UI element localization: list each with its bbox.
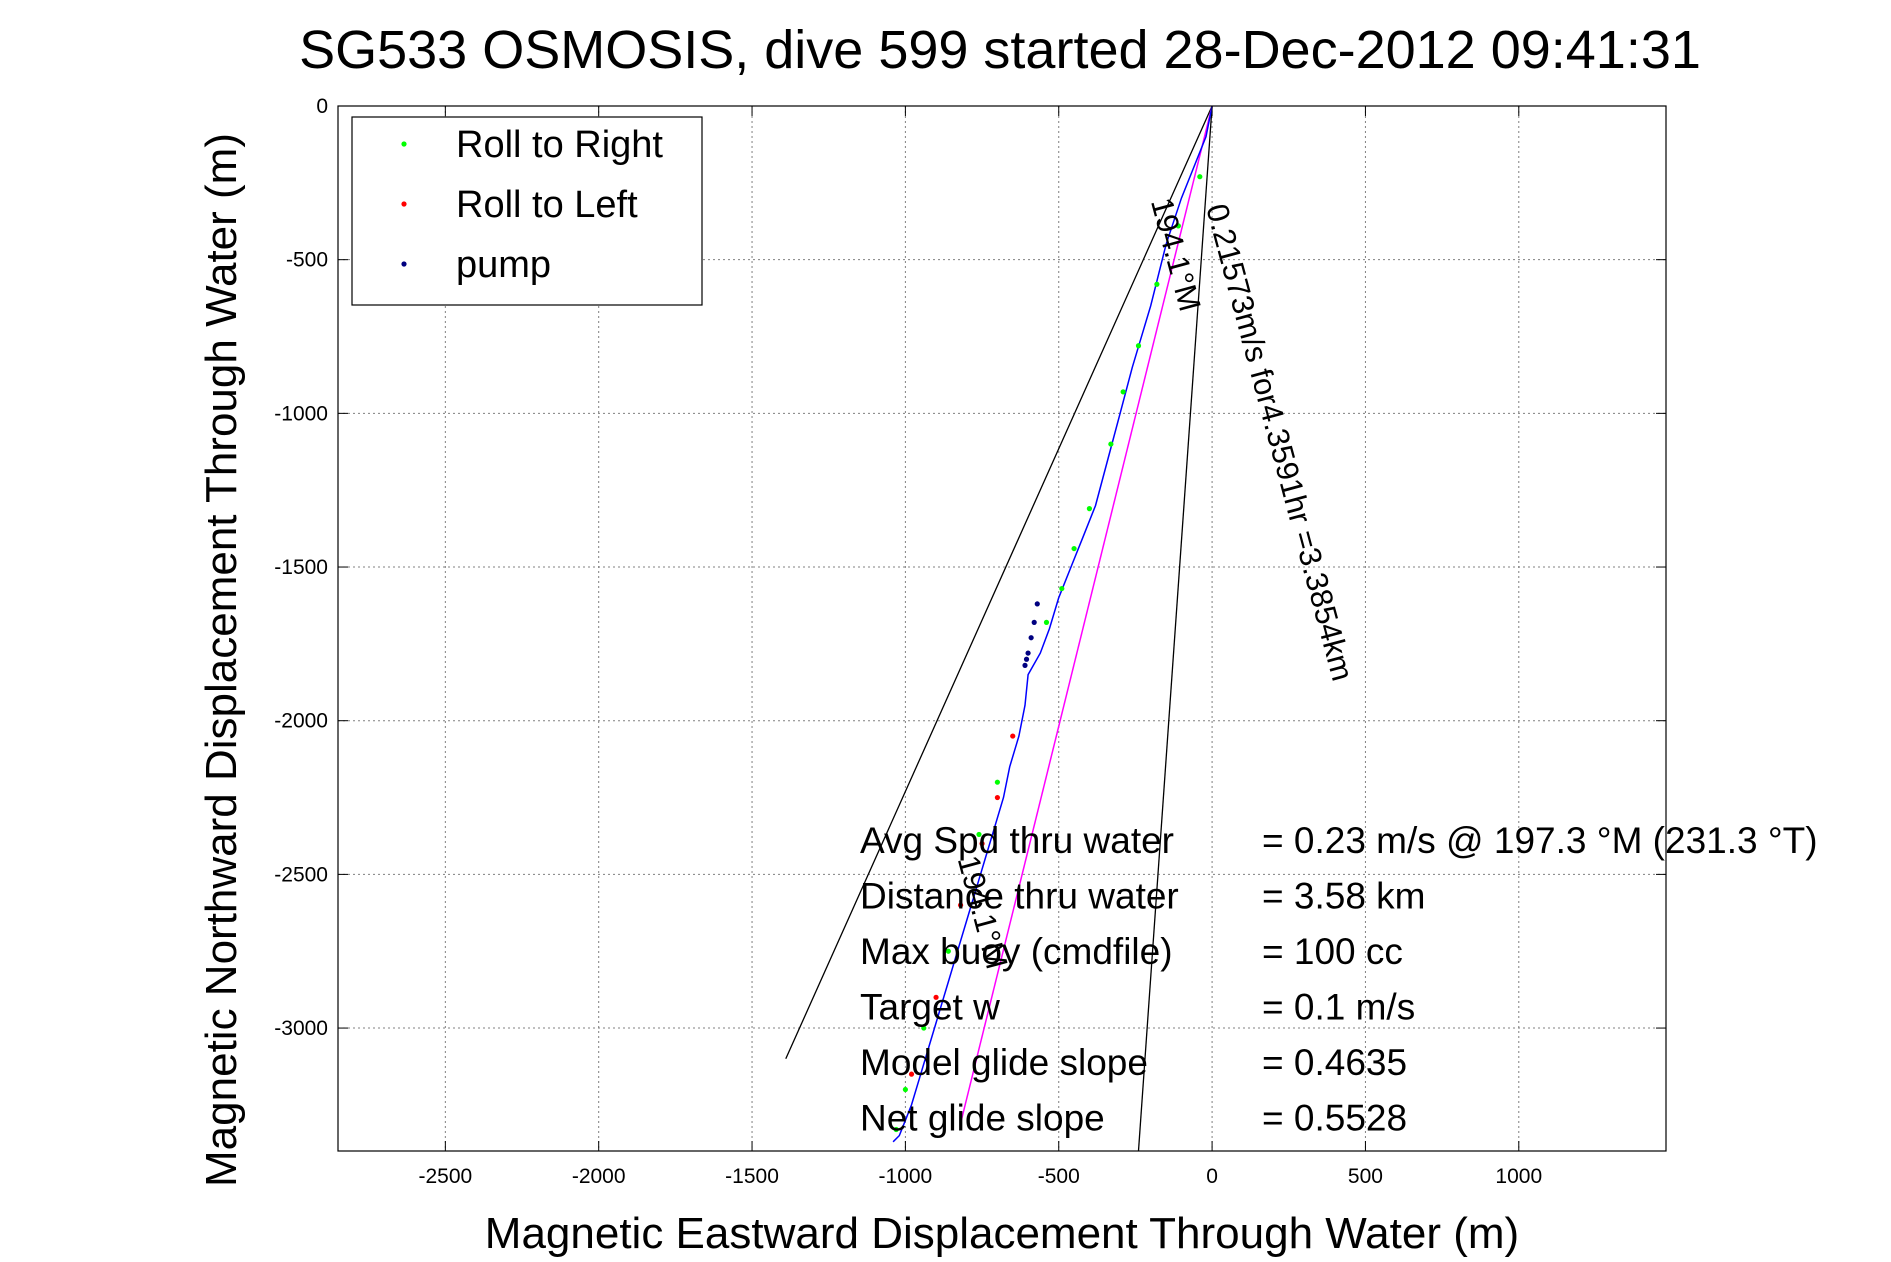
roll-right-point — [1120, 389, 1126, 395]
y-axis-label: Magnetic Northward Displacement Through … — [197, 133, 246, 1187]
roll-right-point — [1043, 619, 1050, 625]
roll-right-point — [1197, 174, 1203, 180]
legend-label: Roll to Right — [456, 124, 663, 166]
info-value: = 0.1 m/s — [1262, 987, 1415, 1028]
legend-marker — [401, 261, 407, 267]
x-tick-label: -1500 — [725, 1165, 779, 1188]
roll-right-point — [1154, 281, 1160, 287]
y-tick-label: -1500 — [274, 556, 328, 579]
axis-ticks: -2500 -2000 -1500 -1000 -500 0 500 1000 0 -500 -10… — [274, 95, 1666, 1188]
x-axis-label: Magnetic Eastward Displacement Through W… — [485, 1209, 1519, 1258]
plot-frame — [337, 105, 1667, 1152]
info-value: = 0.23 m/s @ 197.3 °M (231.3 °T) — [1262, 820, 1818, 861]
roll-right-point — [1135, 343, 1142, 349]
x-tick-label: 1000 — [1495, 1165, 1542, 1188]
x-tick-label: -2000 — [572, 1165, 626, 1188]
info-box: Avg Spd thru water = 0.23 m/s @ 197.3 °M … — [860, 820, 1818, 1139]
info-label: Avg Spd thru water — [860, 820, 1174, 861]
roll-right-point — [902, 1086, 908, 1093]
roll-right-point — [1059, 585, 1065, 592]
roll-left-point — [979, 841, 985, 847]
legend-label: pump — [456, 244, 551, 286]
roll-left-point — [933, 994, 939, 1000]
pump-point — [1025, 650, 1031, 656]
info-label: Target w — [860, 987, 1000, 1028]
roll-right-point — [893, 1126, 899, 1133]
roll-right-point — [994, 779, 1000, 785]
marker-series — [893, 174, 1203, 1133]
y-tick-label: -3000 — [274, 1017, 328, 1040]
roll-left-point — [957, 902, 964, 908]
info-label: Model glide slope — [860, 1042, 1148, 1083]
roll-right-point — [921, 1025, 927, 1031]
legend-box — [351, 116, 703, 306]
x-tick-label: -2500 — [418, 1165, 472, 1188]
roll-left-point — [1010, 733, 1016, 739]
pump-point — [1028, 635, 1034, 641]
info-label: Net glide slope — [860, 1098, 1105, 1139]
legend-label: Roll to Left — [456, 184, 638, 226]
y-tick-label: 0 — [316, 95, 328, 118]
y-tick-label: -2000 — [274, 710, 328, 733]
legend: Roll to Right Roll to Left pump — [351, 116, 703, 306]
cone-line — [785, 105, 1213, 1060]
pump-point — [1022, 662, 1028, 668]
x-tick-label: 0 — [1206, 1165, 1218, 1188]
average-velocity-vector — [959, 105, 1213, 1124]
info-value: = 0.5528 — [1262, 1098, 1407, 1139]
info-label: Max buoy (cmdfile) — [860, 931, 1173, 972]
roll-left-point — [908, 1071, 915, 1077]
plot-lines — [785, 105, 1213, 1152]
x-tick-label: -1000 — [879, 1165, 933, 1188]
info-label: Distance thru water — [860, 876, 1179, 917]
y-tick-label: -2500 — [274, 863, 328, 886]
info-value: = 0.4635 — [1262, 1042, 1407, 1083]
roll-right-point — [1175, 223, 1181, 229]
x-tick-label: -500 — [1038, 1165, 1080, 1188]
legend-marker — [401, 141, 407, 147]
chart-title: SG533 OSMOSIS, dive 599 started 28-Dec-2… — [299, 20, 1701, 80]
roll-right-point — [1108, 441, 1114, 447]
roll-right-point — [976, 831, 982, 838]
pump-point — [1034, 601, 1040, 607]
roll-left-point — [994, 794, 1000, 801]
pump-point — [1031, 619, 1037, 625]
legend-marker — [401, 201, 407, 207]
info-value: = 3.58 km — [1262, 876, 1426, 917]
y-tick-label: -500 — [286, 249, 328, 272]
roll-right-point — [945, 948, 951, 954]
y-tick-label: -1000 — [274, 402, 328, 425]
track-series — [892, 105, 1213, 1143]
roll-right-point — [1086, 506, 1093, 512]
x-tick-label: 500 — [1348, 1165, 1383, 1188]
pump-point — [1023, 656, 1030, 662]
roll-right-point — [1071, 545, 1077, 552]
glider-track-line — [892, 105, 1213, 1143]
info-value: = 100 cc — [1262, 931, 1403, 972]
cone-line — [1137, 105, 1213, 1152]
